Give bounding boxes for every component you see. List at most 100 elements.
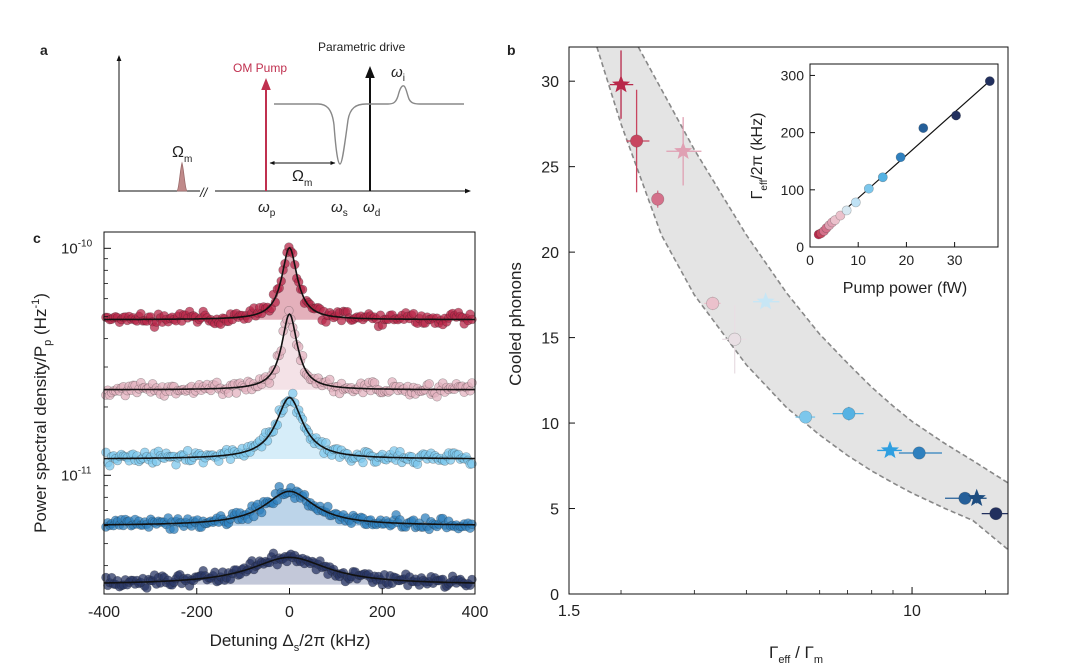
phonon-x-tick-label: 1.5 [558,603,580,620]
inset-data-point [850,197,861,208]
psd-point [325,374,335,385]
phonon-y-tick-label: 15 [541,331,559,348]
psd-fill-trace1 [196,247,383,320]
inset-data-point [984,76,995,87]
inset-data-point [841,205,852,216]
psd-fit-trace5 [104,556,475,584]
psd-point [358,457,368,468]
psd-fit-trace3 [104,396,475,460]
phonon-star-marker [756,292,775,310]
phonon-y-tick-label: 25 [541,160,559,177]
inset-y-tick-label: 200 [781,125,805,141]
psd-y-tick-label: 10-11 [61,465,92,484]
inset-plot-area [813,76,995,240]
phonon-data-point [722,305,747,374]
phonon-data-point [651,190,665,208]
panel-c-label: c [33,230,41,246]
inset-frame [809,63,999,248]
inset-data-point [863,183,874,194]
phonon-star-marker [674,141,693,159]
phonon-circle-marker [799,410,813,424]
inset-y-tick-label: 100 [781,182,805,198]
psd-y-tick-label: 10-10 [61,238,93,257]
inset-x-axis-label: Pump power (fW) [843,280,967,297]
inset-y-tick-label: 300 [781,67,805,83]
psd-point [249,511,259,522]
band-upper-bound [637,47,1008,484]
phonon-data-point [832,406,864,421]
psd-fill-trace2 [196,314,383,390]
phonon-star-marker [967,488,986,506]
panel-b-label: b [507,42,516,58]
phonon-y-tick-label: 0 [550,587,559,604]
phonon-data-point [753,292,780,310]
phonon-circle-marker [958,491,972,505]
phonon-data-point [666,117,702,186]
psd-point [467,459,477,469]
inset-x-tick-label: 0 [806,252,814,268]
phonon-plot-frame [568,46,1009,595]
phonon-circle-marker [651,192,665,206]
phonon-data-point [704,296,721,311]
inset-data-point [918,123,929,133]
panel-a-diagram: a // Ωm OM Pump Parametric drive ωi Ωm ω… [40,40,471,219]
omega-p-label: ωp [258,199,276,219]
inset-data-point [951,110,961,121]
phonon-y-tick-label: 20 [541,245,559,262]
psd-point [264,378,275,388]
psd-points-trace2 [101,306,477,402]
psd-point [105,461,115,471]
psd-y-axis-label: Power spectral density/Pp (Hz-1) [30,293,54,533]
inset-y-tick-label: 0 [796,239,804,255]
theory-band [596,47,1008,550]
psd-point [465,386,475,396]
phonon-data-point [609,50,634,119]
psd-plot-area [101,242,477,593]
psd-x-tick-label: -400 [88,604,120,621]
om-pump-label: OM Pump [233,61,287,75]
phonon-star-marker [880,440,899,459]
phonon-clipped-group [596,47,1008,551]
phonon-plot-area [596,47,1008,551]
psd-point [432,392,442,402]
phonon-data-point [626,89,650,193]
system-response-curve [274,85,464,165]
phonon-x-tick-label: 10 [903,603,921,620]
phonon-data-point [967,488,987,506]
inset-x-tick-label: 30 [947,252,963,268]
phonon-y-axis-label: Cooled phonons [506,262,525,386]
psd-fit-trace1 [104,246,475,321]
inset-x-tick-label: 20 [899,252,915,268]
psd-x-tick-label: -200 [181,604,213,621]
panel-c-chart: c -400 -200 0 200 400 10-10 10-11 Detuning Δs/… [30,230,488,654]
psd-axes: -400 -200 0 200 400 10-10 10-11 [61,238,488,621]
psd-point [467,378,477,388]
phonon-data-point [981,507,1008,521]
big-omega-m-mid: Ωm [292,168,312,189]
psd-fit-trace2 [104,313,475,391]
parametric-drive-label: Parametric drive [318,40,406,54]
phonon-circle-marker [842,407,856,421]
psd-x-tick-label: 0 [285,604,294,621]
inset-y-axis-label: Γeff/2π (kHz) [749,113,770,200]
phonon-data-point [945,491,973,505]
phonon-circle-marker [989,507,1003,521]
psd-x-tick-label: 200 [369,604,396,621]
phonon-data-point [898,446,942,460]
phonon-y-tick-label: 10 [541,416,559,433]
phonon-data-point [877,440,902,459]
psd-point [424,379,434,389]
mechanical-mode-peak [176,161,188,192]
phonon-circle-marker [728,332,742,346]
psd-point [231,388,242,398]
psd-x-tick-label: 400 [462,604,489,621]
phonon-x-axis-label: Γeff / Γm [769,643,823,666]
psd-point [288,388,298,399]
phonon-y-tick-label: 30 [541,74,559,91]
psd-fit-trace4 [104,490,475,526]
panel-b-chart: b 0 5 10 15 20 25 30 1.5 10 Γeff / Γm Cooled pho… [506,42,1009,666]
psd-point [467,574,477,585]
